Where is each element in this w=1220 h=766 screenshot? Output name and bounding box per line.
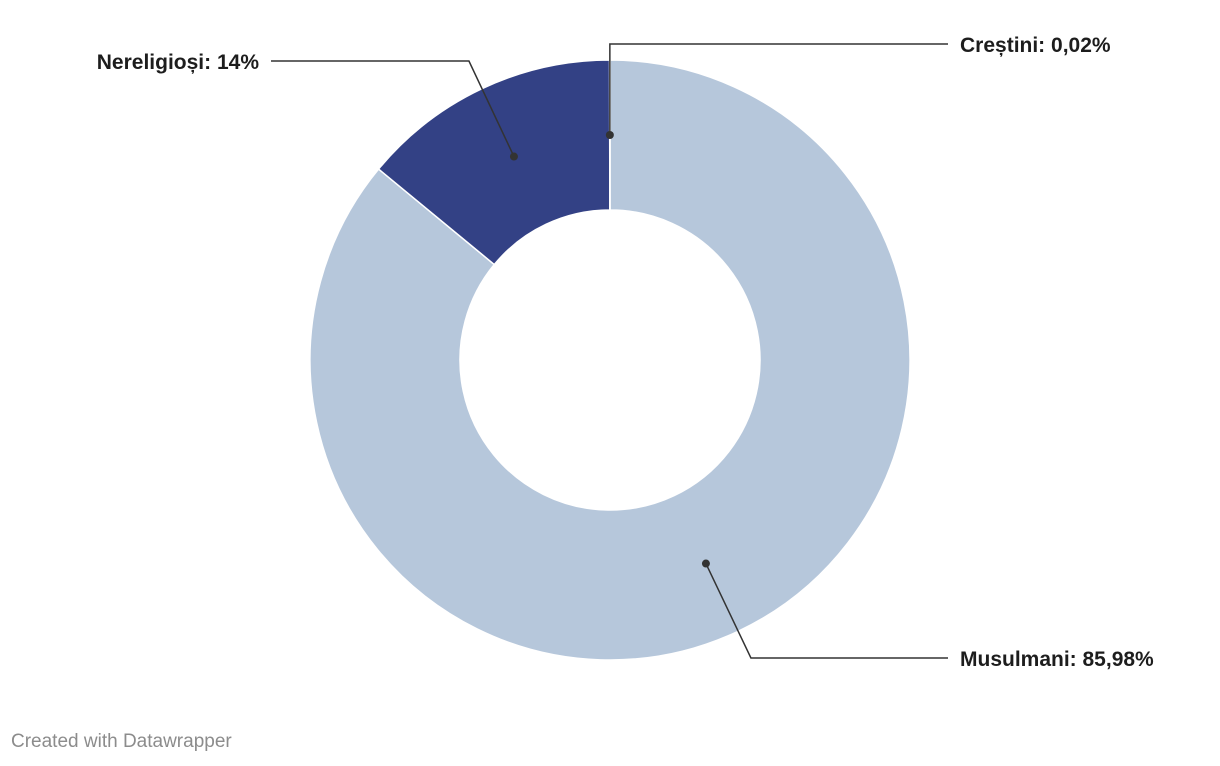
slice-label-musulmani: Musulmani: 85,98% [960,648,1154,671]
leader-dot-nereligiosi [509,152,518,161]
labels-layer: Musulmani: 85,98% Nereligioși: 14% Creșt… [97,34,1154,671]
leader-line-crestini [609,43,948,136]
leader-dot-musulmani [701,559,710,568]
leader-dot-crestini [605,131,614,140]
slice-musulmani [309,59,911,661]
slice-label-crestini: Creștini: 0,02% [960,34,1111,57]
slice-nereligiosi [377,59,611,266]
slice-label-nereligiosi: Nereligioși: 14% [97,51,260,74]
datawrapper-credit: Created with Datawrapper [11,731,232,752]
leader-line-musulmani [705,563,948,659]
slices-layer [309,59,911,661]
leaders-layer [271,43,948,659]
leader-line-nereligiosi [271,60,515,157]
